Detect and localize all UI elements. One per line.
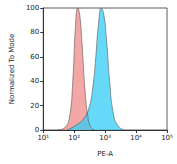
svg-text:10⁵: 10⁵ bbox=[161, 134, 173, 142]
svg-text:40: 40 bbox=[30, 77, 39, 85]
svg-text:20: 20 bbox=[30, 102, 39, 110]
svg-text:10³: 10³ bbox=[99, 134, 111, 142]
svg-text:Normalized To Mode: Normalized To Mode bbox=[8, 34, 16, 105]
svg-text:10⁴: 10⁴ bbox=[130, 134, 142, 142]
svg-text:0: 0 bbox=[34, 126, 40, 134]
svg-text:60: 60 bbox=[30, 53, 39, 61]
svg-text:10¹: 10¹ bbox=[37, 134, 49, 142]
svg-text:100: 100 bbox=[26, 4, 39, 12]
svg-text:PE-A: PE-A bbox=[97, 150, 113, 158]
svg-text:80: 80 bbox=[30, 28, 39, 36]
svg-text:10²: 10² bbox=[68, 134, 80, 142]
